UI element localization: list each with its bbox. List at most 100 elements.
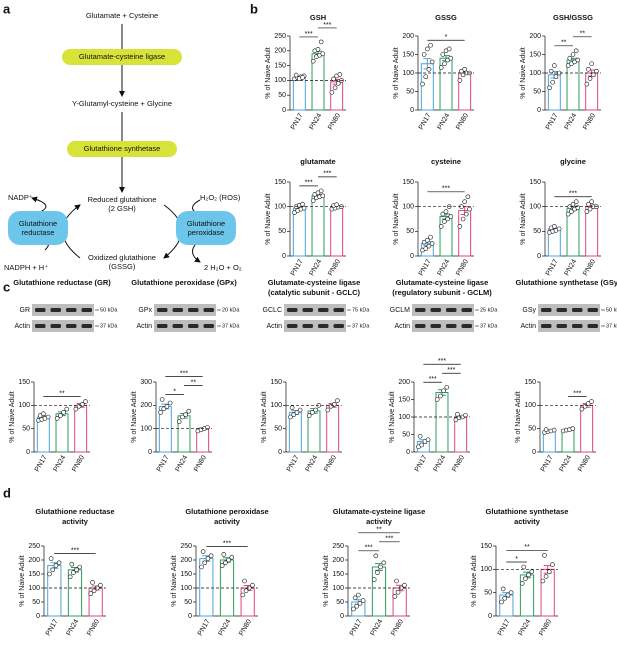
y-axis-label: % of Naive Adult bbox=[520, 193, 527, 244]
data-point bbox=[453, 417, 459, 423]
significance-label: *** bbox=[438, 358, 446, 365]
blot-band bbox=[461, 324, 472, 328]
y-tick-label: 50 bbox=[533, 228, 541, 235]
data-point bbox=[462, 199, 467, 205]
y-tick-label: 50 bbox=[484, 590, 492, 597]
y-tick-label: 50 bbox=[336, 599, 344, 606]
significance-label: ** bbox=[191, 379, 197, 386]
x-tick-label: PN80 bbox=[582, 112, 597, 131]
data-point bbox=[519, 581, 525, 586]
y-tick-label: 0 bbox=[488, 613, 492, 620]
y-tick-label: 200 bbox=[398, 379, 410, 386]
chart-title: glycine bbox=[560, 157, 586, 166]
data-point bbox=[310, 198, 316, 204]
data-point bbox=[167, 400, 173, 406]
data-point bbox=[200, 549, 206, 554]
data-point bbox=[77, 564, 83, 570]
node-label: Glutathione reductase bbox=[19, 219, 57, 237]
blot-band bbox=[587, 324, 598, 328]
data-point bbox=[73, 406, 79, 412]
significance-label: *** bbox=[323, 171, 331, 178]
x-tick-label: PN17 bbox=[156, 454, 171, 473]
data-point bbox=[521, 564, 527, 570]
blot-band bbox=[66, 324, 77, 328]
significance-label: * bbox=[445, 34, 448, 41]
y-tick-label: 0 bbox=[36, 613, 40, 620]
kda-label: 37 kDa bbox=[100, 323, 118, 329]
y-tick-label: 200 bbox=[28, 557, 40, 564]
data-point bbox=[442, 61, 447, 67]
bar bbox=[326, 404, 340, 453]
kda-label: 20 kDa bbox=[222, 307, 240, 313]
blot-band bbox=[541, 308, 552, 312]
y-tick-label: 250 bbox=[332, 543, 344, 550]
x-tick-label: PN24 bbox=[53, 454, 68, 473]
data-point bbox=[425, 46, 430, 52]
data-point bbox=[161, 406, 167, 412]
bar bbox=[547, 74, 561, 111]
x-tick-label: PN24 bbox=[437, 258, 452, 277]
chart-title: (catalytic subunit - GCLC) bbox=[268, 288, 361, 297]
blot-band bbox=[172, 308, 183, 312]
data-point bbox=[570, 426, 576, 431]
data-point bbox=[310, 410, 315, 415]
panel-label: a bbox=[3, 1, 11, 16]
blot-strip bbox=[154, 320, 216, 332]
y-tick-label: 150 bbox=[180, 571, 192, 578]
data-point bbox=[208, 553, 214, 559]
x-tick-label: PN80 bbox=[577, 454, 592, 473]
y-axis-label: % of Naive Adult bbox=[131, 391, 138, 442]
panel-label: c bbox=[3, 279, 10, 294]
y-tick-label: 250 bbox=[180, 543, 192, 550]
y-axis-label: % of Naive Adult bbox=[9, 391, 16, 442]
node-label: H₂O₂ (ROS) bbox=[200, 193, 241, 202]
y-tick-label: 100 bbox=[18, 402, 30, 409]
data-point bbox=[547, 85, 552, 91]
data-point bbox=[584, 81, 590, 87]
data-point bbox=[434, 397, 440, 402]
y-tick-label: 100 bbox=[480, 566, 492, 573]
blot-label: Actin bbox=[14, 323, 30, 330]
y-tick-label: 50 bbox=[528, 426, 536, 433]
data-point bbox=[242, 578, 247, 584]
y-tick-label: 200 bbox=[180, 557, 192, 564]
data-point bbox=[569, 209, 574, 214]
blot-label: GPx bbox=[138, 307, 152, 314]
data-point bbox=[180, 414, 185, 420]
y-tick-label: 0 bbox=[148, 449, 152, 456]
blot-band bbox=[302, 308, 313, 312]
data-point bbox=[457, 78, 463, 83]
data-point bbox=[250, 582, 255, 588]
data-point bbox=[526, 572, 531, 578]
significance-label: * bbox=[515, 556, 518, 563]
data-point bbox=[446, 46, 452, 52]
y-tick-label: 100 bbox=[524, 402, 536, 409]
data-point bbox=[53, 563, 59, 568]
data-point bbox=[90, 580, 95, 585]
significance-label: ** bbox=[376, 527, 382, 534]
y-tick-label: 200 bbox=[140, 402, 152, 409]
panel-label: d bbox=[3, 485, 11, 500]
data-point bbox=[183, 412, 188, 417]
x-tick-label: PN17 bbox=[545, 258, 560, 277]
blot-band bbox=[333, 308, 344, 312]
significance-label: ** bbox=[524, 544, 530, 551]
y-tick-label: 50 bbox=[402, 431, 410, 438]
blot-label: Actin bbox=[394, 323, 410, 330]
x-tick-label: PN80 bbox=[538, 618, 553, 637]
data-point bbox=[438, 224, 444, 229]
data-point bbox=[548, 68, 554, 74]
data-point bbox=[457, 224, 463, 229]
blot-label: Actin bbox=[266, 323, 282, 330]
x-tick-label: PN24 bbox=[309, 112, 324, 131]
x-tick-label: PN24 bbox=[433, 454, 448, 473]
data-point bbox=[575, 205, 581, 210]
blot-band bbox=[188, 324, 199, 328]
significance-label: *** bbox=[573, 390, 581, 397]
y-tick-label: 150 bbox=[529, 51, 541, 58]
bar-chart: GSH 0 50 100 150 200 250% of Naive Adult PN17 PN… bbox=[265, 13, 346, 131]
data-point bbox=[565, 211, 571, 217]
x-tick-label: PN80 bbox=[323, 454, 338, 473]
